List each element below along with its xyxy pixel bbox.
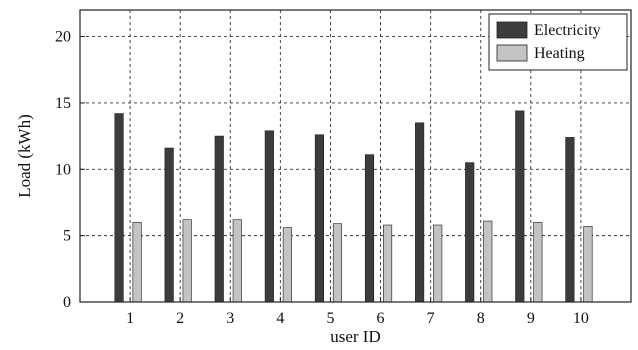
bar-electricity-4 xyxy=(264,130,274,303)
bar-electricity-1 xyxy=(114,113,124,303)
x-tick-label-2: 2 xyxy=(176,310,184,327)
bar-electricity-9 xyxy=(515,110,525,303)
bar-heating-5 xyxy=(332,223,343,303)
x-tick-label-3: 3 xyxy=(226,310,234,327)
y-axis-label: Load (kWh) xyxy=(15,114,34,198)
bar-electricity-8 xyxy=(465,162,475,303)
bar-electricity-2 xyxy=(164,147,174,303)
bar-heating-10 xyxy=(583,226,593,303)
x-tick-label-6: 6 xyxy=(377,310,385,327)
legend-label-heating: Heating xyxy=(534,45,585,62)
legend-swatch-heating xyxy=(496,44,528,62)
y-tick-label-15: 15 xyxy=(55,95,71,112)
x-tick-label-9: 9 xyxy=(527,310,535,327)
x-tick-label-8: 8 xyxy=(477,310,485,327)
x-tick-label-1: 1 xyxy=(126,310,134,327)
y-tick-label-5: 5 xyxy=(63,228,71,245)
bar-heating-2 xyxy=(182,219,192,303)
bar-electricity-3 xyxy=(214,135,224,303)
legend: Electricity Heating xyxy=(488,13,628,71)
bar-heating-8 xyxy=(483,220,493,303)
y-tick-label-20: 20 xyxy=(55,29,71,46)
bar-heating-6 xyxy=(383,224,393,303)
x-tick-label-10: 10 xyxy=(573,310,589,327)
x-axis-label: user ID xyxy=(330,327,381,346)
bar-heating-7 xyxy=(433,224,443,303)
ticks: 0 5 10 15 20 1 2 3 4 5 6 7 8 9 10 xyxy=(55,29,589,327)
bar-heating-4 xyxy=(282,227,292,303)
y-tick-label-0: 0 xyxy=(63,294,71,311)
bar-electricity-10 xyxy=(565,137,575,303)
bars xyxy=(114,110,593,303)
x-tick-label-5: 5 xyxy=(326,310,334,327)
bar-heating-1 xyxy=(132,222,142,303)
x-tick-label-4: 4 xyxy=(276,310,284,327)
legend-swatch-electricity xyxy=(496,21,528,39)
bar-heating-3 xyxy=(232,219,242,303)
bar-heating-9 xyxy=(533,222,543,303)
bar-electricity-6 xyxy=(364,154,375,303)
legend-label-electricity: Electricity xyxy=(534,22,601,39)
y-tick-label-10: 10 xyxy=(55,161,71,178)
bar-electricity-5 xyxy=(314,134,324,303)
x-tick-label-7: 7 xyxy=(427,310,435,327)
plot-frame xyxy=(79,9,632,303)
bar-electricity-7 xyxy=(415,122,425,303)
